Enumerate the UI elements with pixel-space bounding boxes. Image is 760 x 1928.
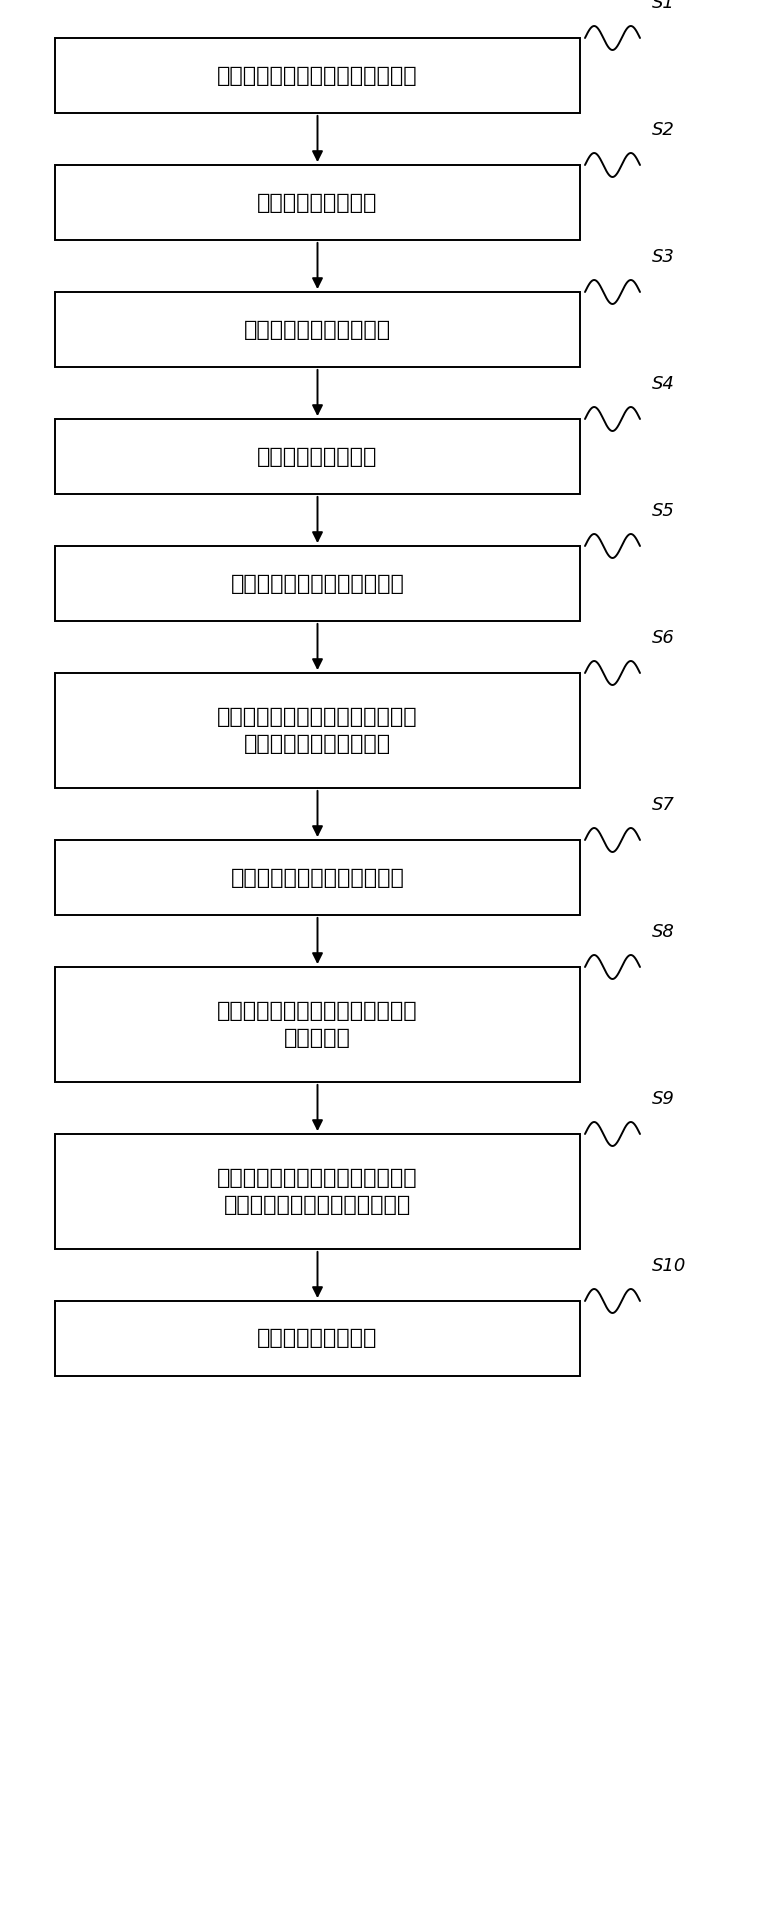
Text: S4: S4 (652, 376, 675, 393)
Bar (55, 291, 580, 366)
Text: 识别出套牌车辆的号牌和疑似套牌
车辆的号牌: 识别出套牌车辆的号牌和疑似套牌 车辆的号牌 (217, 1001, 418, 1047)
Text: 获取所有卡口编号以形成卡口集合: 获取所有卡口编号以形成卡口集合 (217, 66, 418, 85)
Text: 对套牌车辆进行捕捉: 对套牌车辆进行捕捉 (258, 1328, 378, 1348)
Text: 一维卡口对流向概率矩阵建模: 一维卡口对流向概率矩阵建模 (230, 868, 404, 887)
Text: 建立车辆通行卡口对记录: 建立车辆通行卡口对记录 (244, 320, 391, 339)
Text: S5: S5 (652, 501, 675, 521)
Text: S3: S3 (652, 249, 675, 266)
Text: S8: S8 (652, 924, 675, 941)
Bar (55, 1301, 580, 1377)
Bar (55, 546, 580, 621)
Bar (55, 1134, 580, 1249)
Text: S2: S2 (652, 121, 675, 139)
Text: 统计卡口对流向概率: 统计卡口对流向概率 (258, 447, 378, 467)
Text: S1: S1 (652, 0, 675, 12)
Bar (55, 166, 580, 239)
Text: S6: S6 (652, 629, 675, 648)
Text: S9: S9 (652, 1089, 675, 1109)
Bar (55, 968, 580, 1082)
Bar (55, 418, 580, 494)
Bar (55, 673, 580, 789)
Text: S10: S10 (652, 1257, 686, 1274)
Text: 建立卡口对流向概率二维矩阵: 建立卡口对流向概率二维矩阵 (230, 573, 404, 594)
Text: 将识别的套牌车辆的号牌和疑似套
牌车辆的号牌存入套牌车数据库: 将识别的套牌车辆的号牌和疑似套 牌车辆的号牌存入套牌车数据库 (217, 1168, 418, 1215)
Text: 利用聚类算法划分卡口流向概率的
高概率区间和低概率区间: 利用聚类算法划分卡口流向概率的 高概率区间和低概率区间 (217, 708, 418, 754)
Text: 建立卡口对二维矩阵: 建立卡口对二维矩阵 (258, 193, 378, 212)
Text: S7: S7 (652, 796, 675, 814)
Bar (55, 841, 580, 916)
Bar (55, 39, 580, 114)
